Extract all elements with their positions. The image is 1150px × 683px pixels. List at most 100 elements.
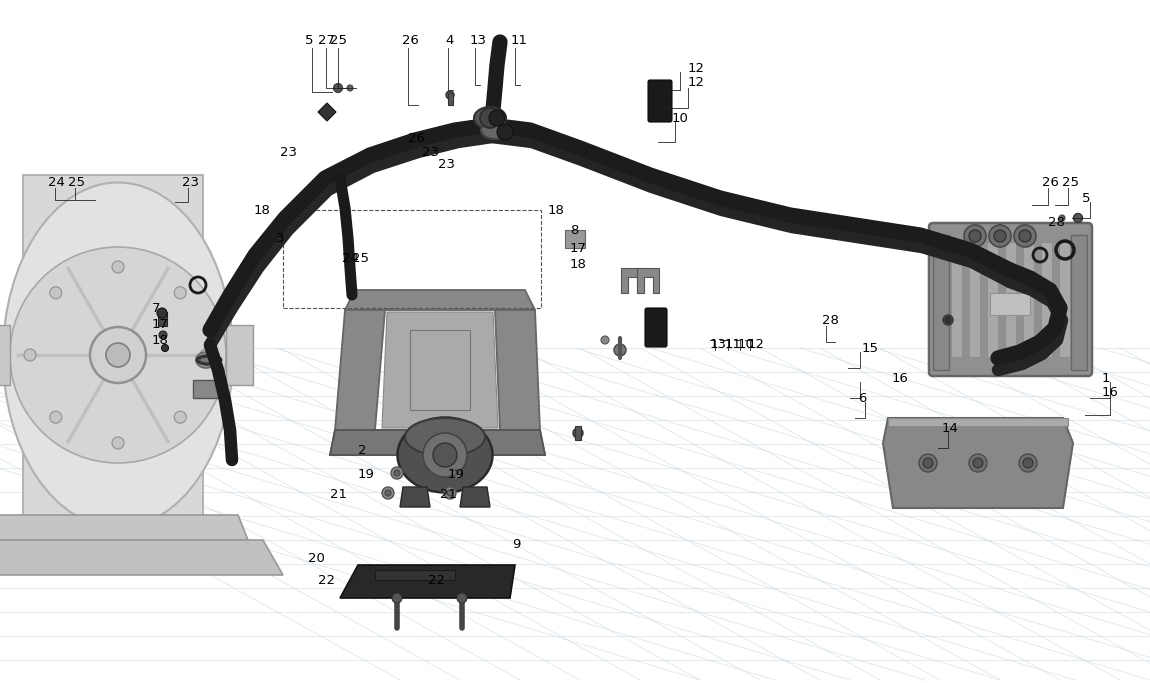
Circle shape: [112, 437, 124, 449]
Bar: [987, 242, 998, 357]
Circle shape: [497, 124, 513, 140]
Ellipse shape: [200, 355, 212, 365]
Text: 27: 27: [319, 33, 335, 46]
Circle shape: [1019, 230, 1032, 242]
Text: 26: 26: [408, 132, 424, 145]
Circle shape: [10, 247, 227, 463]
Text: 28: 28: [822, 313, 838, 326]
Polygon shape: [637, 268, 659, 293]
Circle shape: [923, 458, 933, 468]
Text: 19: 19: [448, 469, 465, 482]
Text: 18: 18: [570, 258, 586, 272]
Text: 24: 24: [48, 176, 64, 189]
Text: 21: 21: [440, 488, 457, 501]
Polygon shape: [565, 230, 585, 248]
Circle shape: [573, 428, 583, 438]
Circle shape: [175, 287, 186, 298]
Polygon shape: [494, 310, 540, 430]
Text: 23: 23: [438, 158, 455, 171]
Text: 26: 26: [1042, 176, 1059, 189]
Text: 12: 12: [688, 61, 705, 74]
Circle shape: [382, 487, 394, 499]
Text: 1: 1: [1102, 372, 1111, 385]
Text: 14: 14: [942, 421, 959, 434]
Polygon shape: [193, 380, 223, 398]
Bar: [969, 242, 980, 357]
Circle shape: [964, 225, 986, 247]
Text: 23: 23: [279, 145, 297, 158]
Text: 18: 18: [549, 204, 565, 217]
Text: 4: 4: [445, 33, 453, 46]
Polygon shape: [340, 565, 515, 598]
Text: 3: 3: [276, 232, 284, 245]
Circle shape: [444, 487, 457, 499]
Circle shape: [434, 443, 457, 467]
Bar: [158, 312, 167, 326]
Polygon shape: [0, 325, 10, 385]
Text: 18: 18: [152, 333, 169, 346]
Circle shape: [347, 85, 353, 91]
Bar: [1041, 242, 1052, 357]
Polygon shape: [330, 430, 545, 455]
Polygon shape: [382, 312, 498, 428]
Text: 13: 13: [470, 33, 486, 46]
Bar: [1005, 242, 1015, 357]
Ellipse shape: [196, 352, 216, 368]
Circle shape: [919, 454, 937, 472]
Circle shape: [385, 490, 391, 496]
Polygon shape: [460, 487, 490, 507]
Polygon shape: [621, 268, 643, 293]
Text: 6: 6: [858, 391, 866, 404]
Circle shape: [90, 327, 146, 383]
Circle shape: [448, 467, 461, 479]
Circle shape: [1019, 454, 1037, 472]
Text: 25: 25: [68, 176, 85, 189]
Circle shape: [112, 261, 124, 273]
Text: 20: 20: [308, 551, 325, 565]
Circle shape: [489, 110, 505, 126]
Ellipse shape: [405, 418, 485, 456]
Polygon shape: [400, 487, 430, 507]
Circle shape: [945, 317, 951, 323]
FancyBboxPatch shape: [647, 80, 672, 122]
Circle shape: [49, 287, 62, 298]
Bar: [933, 235, 949, 370]
Bar: [951, 242, 963, 357]
Text: 22: 22: [319, 574, 335, 587]
Text: 16: 16: [1102, 385, 1119, 398]
Circle shape: [994, 230, 1006, 242]
Text: 8: 8: [570, 223, 578, 236]
Text: 28: 28: [1048, 216, 1065, 229]
Circle shape: [158, 308, 167, 318]
Circle shape: [969, 230, 981, 242]
Text: 23: 23: [182, 176, 199, 189]
Polygon shape: [0, 540, 283, 575]
Bar: [575, 426, 581, 440]
Polygon shape: [330, 430, 545, 455]
Circle shape: [423, 433, 467, 477]
Circle shape: [392, 593, 402, 603]
Circle shape: [943, 315, 953, 325]
Circle shape: [446, 91, 454, 99]
Text: 7: 7: [152, 301, 161, 314]
Text: 2: 2: [358, 443, 367, 456]
Text: 10: 10: [672, 111, 689, 124]
Text: 17: 17: [152, 318, 169, 331]
Circle shape: [452, 470, 458, 476]
Circle shape: [1024, 458, 1033, 468]
Text: 5: 5: [1082, 191, 1090, 204]
Circle shape: [200, 349, 212, 361]
Circle shape: [601, 336, 610, 344]
Circle shape: [457, 593, 467, 603]
Text: 26: 26: [402, 33, 419, 46]
Circle shape: [106, 343, 130, 367]
Circle shape: [24, 349, 36, 361]
Text: 25: 25: [1061, 176, 1079, 189]
Polygon shape: [23, 175, 204, 550]
Text: 21: 21: [330, 488, 347, 501]
Polygon shape: [883, 418, 1073, 508]
Ellipse shape: [474, 107, 506, 129]
Circle shape: [159, 331, 167, 339]
Circle shape: [969, 454, 987, 472]
Circle shape: [161, 344, 169, 352]
